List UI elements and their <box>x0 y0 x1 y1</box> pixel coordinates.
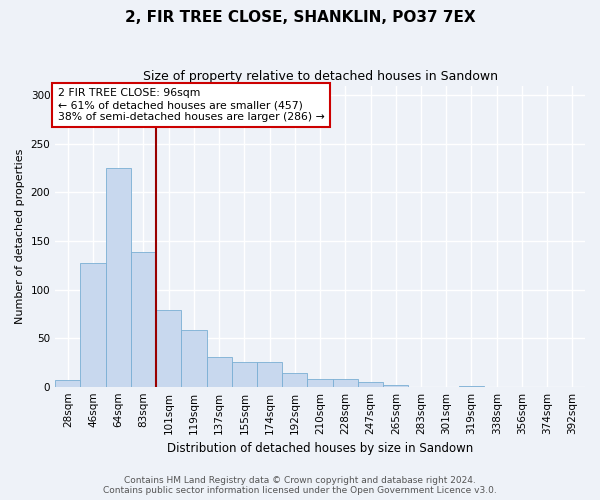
Bar <box>232 362 257 386</box>
Bar <box>358 382 383 386</box>
X-axis label: Distribution of detached houses by size in Sandown: Distribution of detached houses by size … <box>167 442 473 455</box>
Text: 2, FIR TREE CLOSE, SHANKLIN, PO37 7EX: 2, FIR TREE CLOSE, SHANKLIN, PO37 7EX <box>125 10 475 25</box>
Bar <box>80 264 106 386</box>
Bar <box>55 380 80 386</box>
Bar <box>332 379 358 386</box>
Bar <box>307 379 332 386</box>
Bar <box>383 384 409 386</box>
Text: Contains HM Land Registry data © Crown copyright and database right 2024.
Contai: Contains HM Land Registry data © Crown c… <box>103 476 497 495</box>
Bar <box>257 362 282 386</box>
Bar <box>282 373 307 386</box>
Title: Size of property relative to detached houses in Sandown: Size of property relative to detached ho… <box>143 70 497 83</box>
Text: 2 FIR TREE CLOSE: 96sqm
← 61% of detached houses are smaller (457)
38% of semi-d: 2 FIR TREE CLOSE: 96sqm ← 61% of detache… <box>58 88 325 122</box>
Bar <box>156 310 181 386</box>
Bar <box>131 252 156 386</box>
Bar <box>181 330 206 386</box>
Bar <box>206 356 232 386</box>
Bar <box>106 168 131 386</box>
Y-axis label: Number of detached properties: Number of detached properties <box>15 148 25 324</box>
